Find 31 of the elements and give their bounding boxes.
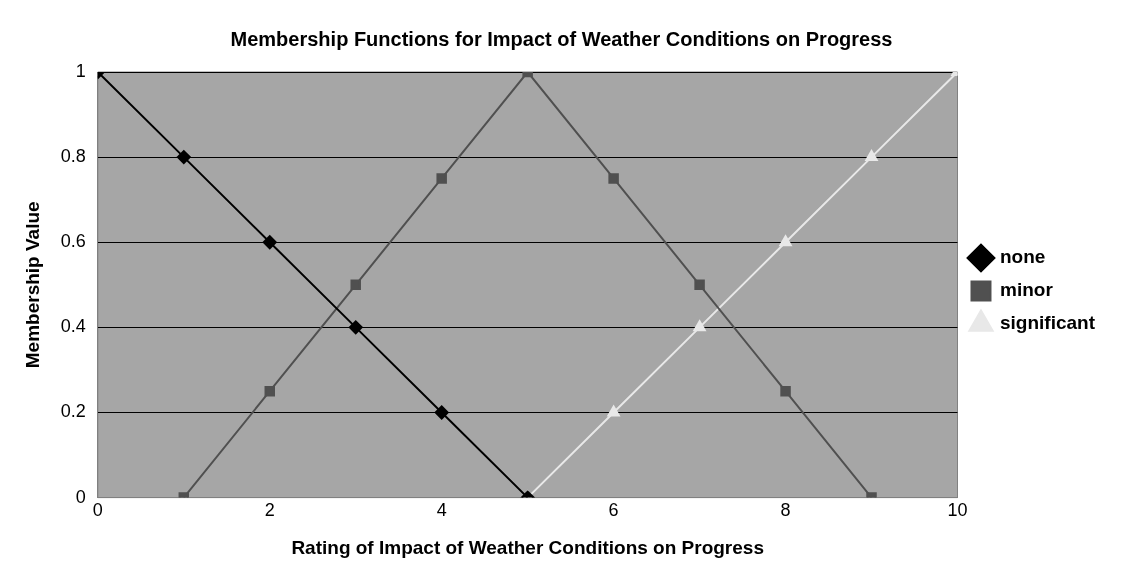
point [434,405,449,420]
legend-label: significant [999,312,1096,334]
y-tick-label: 0.6 [60,231,86,252]
x-tick-label: 0 [92,500,103,521]
x-tick-label: 6 [608,500,619,521]
point [780,385,791,397]
y-tick-label: 0.2 [60,401,86,422]
y-tick-label: 1 [75,60,86,81]
y-tick-label: 0 [75,486,86,507]
point [348,320,363,335]
point [779,235,792,247]
y-tick-label: 0.4 [60,316,86,337]
x-tick-label: 10 [947,500,968,521]
y-tick-label: 0.8 [60,146,86,167]
point [694,279,705,291]
x-tick-label: 4 [436,500,447,521]
point [176,150,191,165]
point [693,320,706,332]
chart-title: Membership Functions for Impact of Weather Conditions on Progress [230,27,893,50]
point [350,279,361,291]
legend-label: none [999,246,1046,268]
point [607,405,620,417]
point [264,385,275,397]
point [436,173,447,184]
point [262,235,277,250]
x-tick-label: 8 [780,500,791,521]
point [608,173,619,184]
x-tick-label: 2 [264,500,275,521]
y-axis-title: Membership Value [21,201,43,369]
x-axis-title: Rating of Impact of Weather Conditions on Progress [291,536,764,558]
legend-label: minor [999,279,1054,301]
